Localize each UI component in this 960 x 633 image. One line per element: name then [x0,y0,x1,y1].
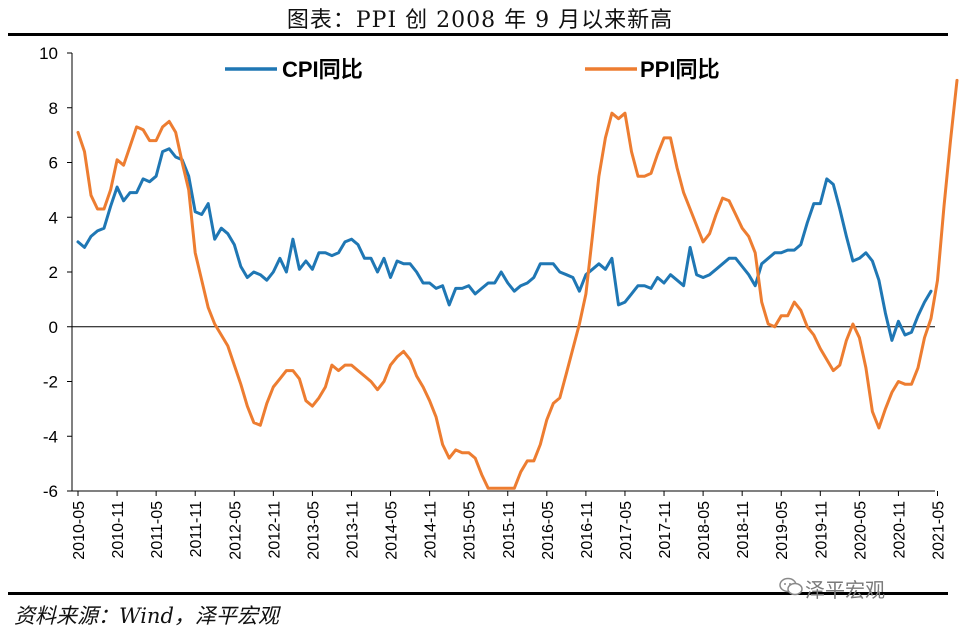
y-tick-label: -4 [43,427,58,446]
x-tick-label: 2014-05 [384,501,401,560]
x-tick-label: 2010-11 [110,501,127,559]
source-note: 资料来源：Wind，泽平宏观 [14,604,279,628]
x-tick-label: 2017-11 [657,501,674,559]
x-tick-label: 2013-11 [344,501,361,559]
x-tick-label: 2018-11 [735,501,752,559]
x-tick-label: 2015-05 [462,501,479,560]
chart-area: 10 8 6 4 2 0 -2 -4 -6 2010-05 2010-11 2011-05 2011-1… [0,36,960,592]
x-tick-label: 2019-11 [813,501,830,559]
y-tick-label: 10 [39,44,58,63]
ppi-series-line [76,78,959,490]
x-tick-label: 2016-05 [540,501,557,560]
x-tick-label: 2010-05 [71,501,88,560]
x-tick-label: 2020-11 [891,501,908,559]
y-tick-label: 2 [49,263,58,282]
legend-ppi-label: PPI同比 [640,57,719,82]
wechat-icon [779,577,803,596]
cpi-series-line [76,147,933,342]
y-tick-label: -6 [43,482,58,501]
chart-title: 图表：PPI 创 2008 年 9 月以来新高 [286,8,674,33]
y-tick-label: 6 [49,154,58,173]
legend-cpi-label: CPI同比 [282,57,363,82]
x-tick-label: 2011-05 [149,501,166,559]
x-tick-label: 2013-05 [305,501,322,560]
y-tick-label: 8 [49,99,58,118]
y-tick-label: 4 [49,208,58,227]
x-tick-label: 2020-05 [852,501,869,560]
x-tick-label: 2012-05 [227,501,244,560]
x-tick-label: 2018-05 [696,501,713,560]
x-tick-label: 2016-11 [579,501,596,559]
x-tick-label: 2014-11 [423,501,440,559]
y-tick-label: -2 [43,373,58,392]
line-chart: 10 8 6 4 2 0 -2 -4 -6 2010-05 2010-11 2011-05 2011-1… [39,44,959,560]
x-tick-label: 2019-05 [774,501,791,560]
x-tick-label: 2011-11 [188,501,205,557]
top-rule [8,33,948,36]
watermark-text: 泽平宏观 [805,578,885,602]
x-tick-label: 2012-11 [266,501,283,559]
x-tick-label: 2017-05 [618,501,635,560]
x-tick-label: 2015-11 [501,501,518,559]
bottom-rule [8,592,948,595]
y-tick-label: 0 [49,318,58,337]
x-tick-label: 2021-05 [931,501,948,560]
